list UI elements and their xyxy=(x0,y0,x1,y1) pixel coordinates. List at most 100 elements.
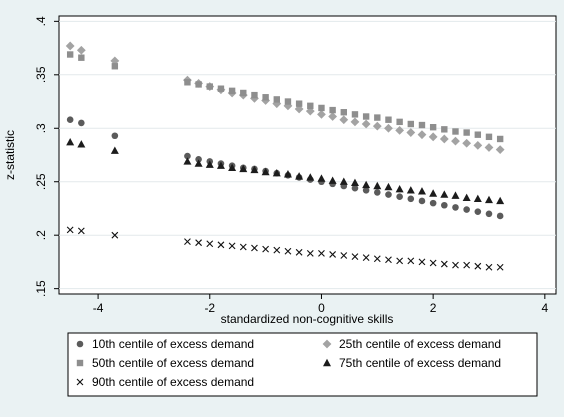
data-point-x xyxy=(340,252,348,259)
data-point-square xyxy=(418,121,426,129)
data-point-circle xyxy=(385,191,392,198)
y-tick-label: .2 xyxy=(34,230,48,240)
data-point-circle xyxy=(452,204,459,211)
data-point-triangle xyxy=(272,168,281,177)
data-point-circle xyxy=(374,189,381,196)
data-point-x xyxy=(440,260,448,268)
x-axis-label: standardized non-cognitive skills xyxy=(221,312,394,326)
data-point-diamond xyxy=(317,109,326,119)
data-point-triangle xyxy=(239,164,248,173)
data-point-square xyxy=(206,83,213,90)
legend-item-1: 10th centile of excess demand xyxy=(76,337,254,351)
data-point-diamond xyxy=(372,121,382,131)
y-tick-label: .3 xyxy=(34,123,48,133)
data-point-diamond xyxy=(328,112,338,121)
data-point-x xyxy=(407,257,415,265)
series-4-points xyxy=(66,137,505,205)
data-point-square xyxy=(251,91,258,99)
data-point-square xyxy=(485,133,493,141)
legend-label: 50th centile of excess demand xyxy=(92,356,254,370)
data-point-circle xyxy=(351,184,359,192)
data-point-x xyxy=(251,244,258,252)
data-point-x xyxy=(362,254,370,262)
y-tick-label: .15 xyxy=(34,280,48,297)
data-point-circle xyxy=(111,132,119,140)
data-point-circle xyxy=(407,195,415,203)
data-point-triangle xyxy=(362,180,371,189)
data-point-square xyxy=(407,120,415,128)
data-point-circle xyxy=(362,186,370,194)
data-point-circle xyxy=(429,199,437,207)
data-point-diamond xyxy=(76,45,86,55)
data-point-diamond xyxy=(65,41,75,51)
data-point-x xyxy=(418,258,426,266)
legend-marker-circle xyxy=(76,340,84,348)
data-point-square xyxy=(362,113,370,120)
legend-marker-square xyxy=(76,359,84,367)
data-point-x xyxy=(318,249,325,257)
data-point-x xyxy=(373,255,381,263)
data-point-triangle xyxy=(283,170,292,178)
data-point-triangle xyxy=(110,146,119,154)
data-point-circle xyxy=(396,193,403,200)
data-point-square xyxy=(184,79,191,86)
legend xyxy=(67,332,538,397)
data-point-x xyxy=(111,231,119,239)
data-points xyxy=(65,41,505,271)
data-point-square xyxy=(474,131,482,138)
data-point-circle xyxy=(441,201,448,209)
data-point-square xyxy=(463,129,470,136)
data-point-circle xyxy=(184,152,191,160)
data-point-square xyxy=(340,109,347,116)
data-point-x xyxy=(329,251,337,258)
data-point-square xyxy=(111,63,119,70)
data-point-triangle xyxy=(496,196,505,205)
data-point-diamond xyxy=(473,140,483,150)
data-point-triangle xyxy=(395,185,404,193)
data-point-x xyxy=(295,248,303,256)
data-point-diamond xyxy=(439,134,449,144)
data-point-circle xyxy=(474,208,482,215)
legend-label: 75th centile of excess demand xyxy=(339,356,501,370)
legend-marker-diamond xyxy=(322,339,332,349)
data-point-square xyxy=(228,87,236,95)
data-point-diamond xyxy=(261,96,271,105)
data-point-square xyxy=(318,104,325,112)
data-point-circle xyxy=(463,206,470,213)
data-point-square xyxy=(329,106,336,114)
data-point-triangle xyxy=(183,157,192,165)
data-point-square xyxy=(396,118,403,126)
data-point-square xyxy=(441,126,448,133)
data-point-triangle xyxy=(306,173,315,181)
data-point-square xyxy=(307,102,314,110)
data-point-triangle xyxy=(205,160,214,168)
data-point-triangle xyxy=(406,186,415,194)
data-point-diamond xyxy=(406,128,416,137)
data-point-x xyxy=(262,245,270,253)
data-point-square xyxy=(273,96,280,103)
y-tick-label: .25 xyxy=(34,173,48,190)
data-point-triangle xyxy=(216,161,225,169)
legend-items: 10th centile of excess demand 25th centil… xyxy=(76,337,501,389)
data-point-triangle xyxy=(77,140,86,148)
data-point-triangle xyxy=(451,191,460,199)
data-point-x xyxy=(77,227,85,235)
data-point-x xyxy=(228,242,236,250)
legend-item-4: 75th centile of excess demand xyxy=(323,356,501,370)
data-point-x xyxy=(239,243,247,251)
series-3-points xyxy=(66,51,504,143)
data-point-diamond xyxy=(294,104,304,114)
data-point-diamond xyxy=(339,115,349,125)
data-point-square xyxy=(195,81,202,88)
data-point-diamond xyxy=(384,123,393,133)
data-point-triangle xyxy=(261,167,270,176)
data-point-triangle xyxy=(417,187,426,195)
legend-label: 25th centile of excess demand xyxy=(339,337,501,351)
data-point-triangle xyxy=(462,193,471,201)
data-point-x xyxy=(396,257,404,265)
data-point-x xyxy=(195,239,202,247)
data-point-x xyxy=(184,238,191,245)
data-point-circle xyxy=(496,212,504,220)
y-axis: .15 .2 .25 .3 .35 .4 xyxy=(34,16,59,297)
